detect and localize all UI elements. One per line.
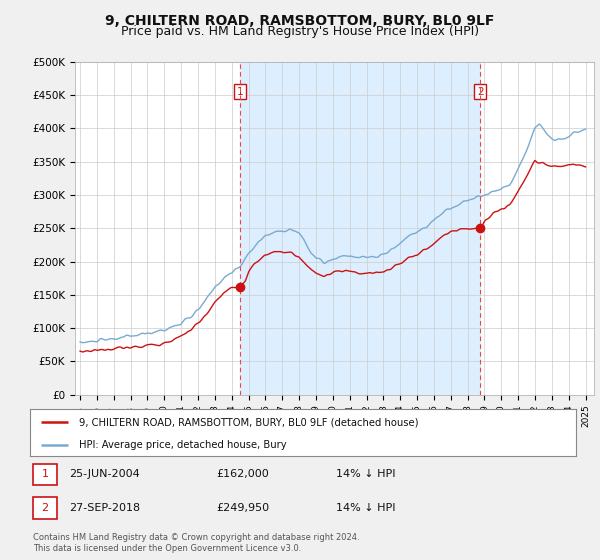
Text: Price paid vs. HM Land Registry's House Price Index (HPI): Price paid vs. HM Land Registry's House … <box>121 25 479 38</box>
Text: 14% ↓ HPI: 14% ↓ HPI <box>336 503 395 513</box>
Text: 27-SEP-2018: 27-SEP-2018 <box>69 503 140 513</box>
Text: HPI: Average price, detached house, Bury: HPI: Average price, detached house, Bury <box>79 440 287 450</box>
Text: 1: 1 <box>41 469 49 479</box>
Text: 1: 1 <box>236 87 243 96</box>
Text: 9, CHILTERN ROAD, RAMSBOTTOM, BURY, BL0 9LF: 9, CHILTERN ROAD, RAMSBOTTOM, BURY, BL0 … <box>106 14 494 28</box>
Text: 2: 2 <box>477 87 484 96</box>
Text: 25-JUN-2004: 25-JUN-2004 <box>69 469 140 479</box>
Text: 2: 2 <box>41 503 49 513</box>
Text: Contains HM Land Registry data © Crown copyright and database right 2024.
This d: Contains HM Land Registry data © Crown c… <box>33 533 359 553</box>
Text: 14% ↓ HPI: 14% ↓ HPI <box>336 469 395 479</box>
Text: 9, CHILTERN ROAD, RAMSBOTTOM, BURY, BL0 9LF (detached house): 9, CHILTERN ROAD, RAMSBOTTOM, BURY, BL0 … <box>79 417 419 427</box>
Text: £162,000: £162,000 <box>216 469 269 479</box>
Text: £249,950: £249,950 <box>216 503 269 513</box>
Bar <box>240 62 480 395</box>
